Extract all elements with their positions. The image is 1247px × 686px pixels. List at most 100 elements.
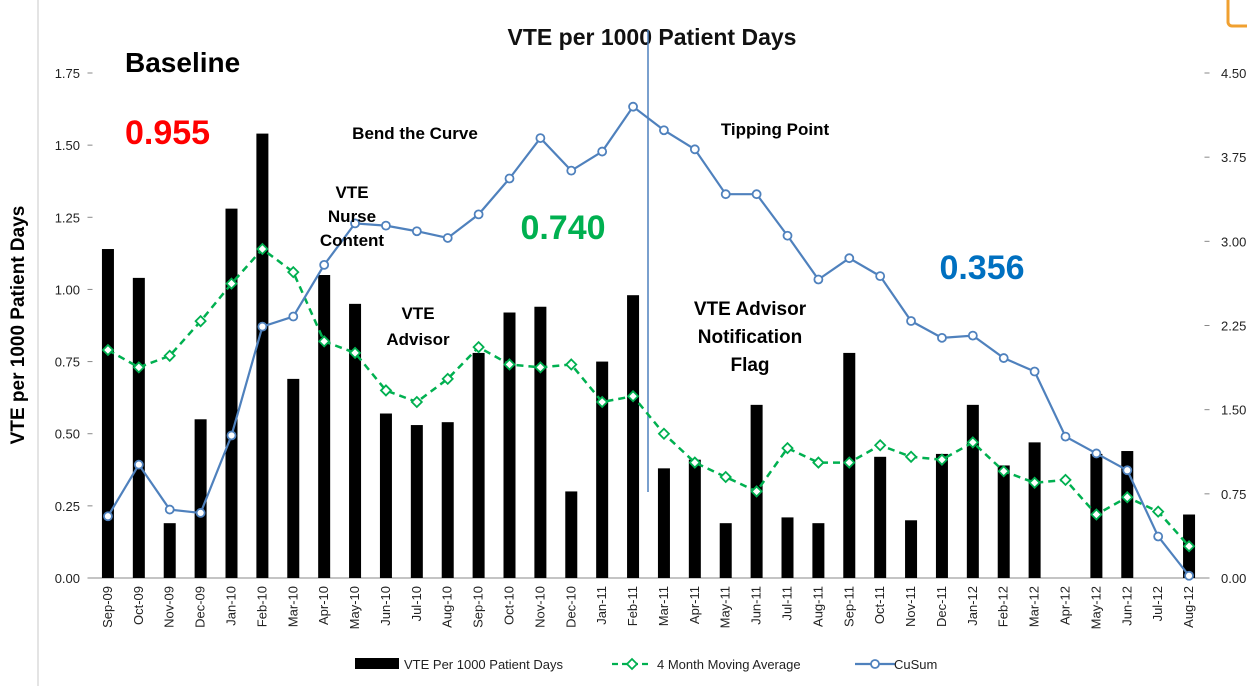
bar [997, 465, 1010, 578]
annotation: 0.356 [939, 249, 1024, 287]
line-marker [163, 349, 176, 363]
line-marker [1182, 539, 1196, 553]
bar [1121, 451, 1134, 578]
x-tick-label: Apr-11 [687, 586, 702, 624]
x-tick-label: Dec-11 [934, 586, 949, 627]
bar [441, 422, 454, 578]
x-tick-label: Jan-11 [594, 586, 609, 625]
annotation: Baseline [125, 47, 240, 78]
x-tick-label: Nov-11 [903, 586, 918, 627]
line-marker [441, 372, 454, 386]
line-marker [503, 358, 516, 371]
legend-marker [625, 657, 639, 671]
series-line [107, 105, 1190, 577]
bar [349, 303, 362, 578]
x-tick-label: Jul-11 [780, 586, 795, 620]
bar [472, 352, 485, 578]
bar [935, 453, 948, 578]
line-marker [225, 277, 238, 290]
y2-tick-label: 3.75 [1221, 150, 1246, 165]
legend-label: CuSum [894, 657, 937, 672]
x-tick-label: Feb-10 [254, 586, 269, 627]
line-marker [875, 271, 886, 282]
corner-tab [1226, 0, 1247, 28]
line-marker [195, 508, 206, 518]
bar [874, 456, 887, 578]
line-marker [317, 335, 331, 348]
line-marker [997, 464, 1010, 478]
line-marker [472, 340, 485, 354]
line-marker [535, 133, 546, 143]
annotation: Flag [730, 355, 769, 376]
line-marker [1028, 476, 1041, 490]
line-marker [348, 346, 362, 360]
annotation: Content [320, 231, 385, 250]
bar [688, 459, 701, 578]
x-tick-label: Apr-10 [316, 586, 331, 625]
x-tick-label: Aug-11 [810, 586, 825, 627]
line-marker [411, 226, 422, 237]
bar [905, 520, 918, 578]
x-tick-label: Mar-12 [1027, 586, 1042, 627]
y-tick-label: 1.25 [55, 210, 80, 225]
line-marker [813, 274, 824, 285]
line-marker [194, 314, 207, 328]
bar [163, 523, 176, 578]
line-marker [350, 218, 360, 229]
line-marker [1090, 508, 1103, 521]
bar [287, 378, 300, 578]
line-marker [1029, 366, 1040, 377]
line-marker [101, 343, 115, 357]
line-marker [1151, 505, 1165, 518]
line-marker [1121, 490, 1134, 504]
line-marker [906, 316, 916, 326]
bar [719, 523, 732, 578]
annotation: Notification [698, 327, 803, 348]
y2-tick-label: 0.75 [1221, 487, 1246, 502]
line-marker [442, 233, 453, 243]
line-marker [534, 361, 547, 374]
bar [101, 249, 114, 578]
y2-tick-label: 1.50 [1221, 403, 1246, 418]
line-marker [1060, 431, 1071, 442]
y-tick-label: 0.00 [55, 571, 80, 586]
line-marker [628, 101, 638, 112]
bar [256, 133, 269, 578]
line-marker [164, 504, 175, 515]
y-tick-label: 1.50 [55, 138, 80, 153]
x-tick-label: Jan-12 [965, 586, 980, 626]
line-marker [1184, 570, 1194, 581]
line-marker [379, 384, 393, 397]
legend-label: VTE Per 1000 Patient Days [404, 657, 563, 672]
x-tick-label: May-11 [718, 586, 733, 628]
line-marker [751, 189, 762, 200]
x-tick-label: Feb-11 [625, 586, 640, 626]
line-marker [287, 265, 300, 279]
bar [534, 306, 547, 578]
line-marker [257, 321, 268, 332]
x-tick-label: Dec-10 [563, 586, 578, 628]
line-marker [966, 436, 980, 449]
chart-title: VTE per 1000 Patient Days [508, 24, 797, 50]
line-marker [873, 438, 887, 452]
x-tick-label: Sep-10 [471, 586, 486, 628]
line-marker [720, 189, 731, 200]
line-marker [504, 173, 515, 184]
y-tick-label: 1.75 [55, 66, 80, 81]
x-tick-label: Oct-10 [502, 586, 517, 625]
y-axis-label: VTE per 1000 Patient Days [8, 206, 29, 445]
legend-marker [870, 659, 880, 669]
bar [194, 419, 207, 578]
annotation: VTE [401, 304, 434, 323]
line-marker [566, 165, 577, 176]
x-tick-label: Nov-09 [162, 586, 177, 628]
bar [627, 295, 640, 578]
bar [379, 413, 392, 578]
x-tick-label: Jul-12 [1150, 586, 1165, 621]
x-tick-label: Oct-09 [131, 586, 146, 625]
bar [410, 425, 423, 578]
annotation: VTE [335, 183, 368, 202]
line-marker [998, 353, 1009, 363]
